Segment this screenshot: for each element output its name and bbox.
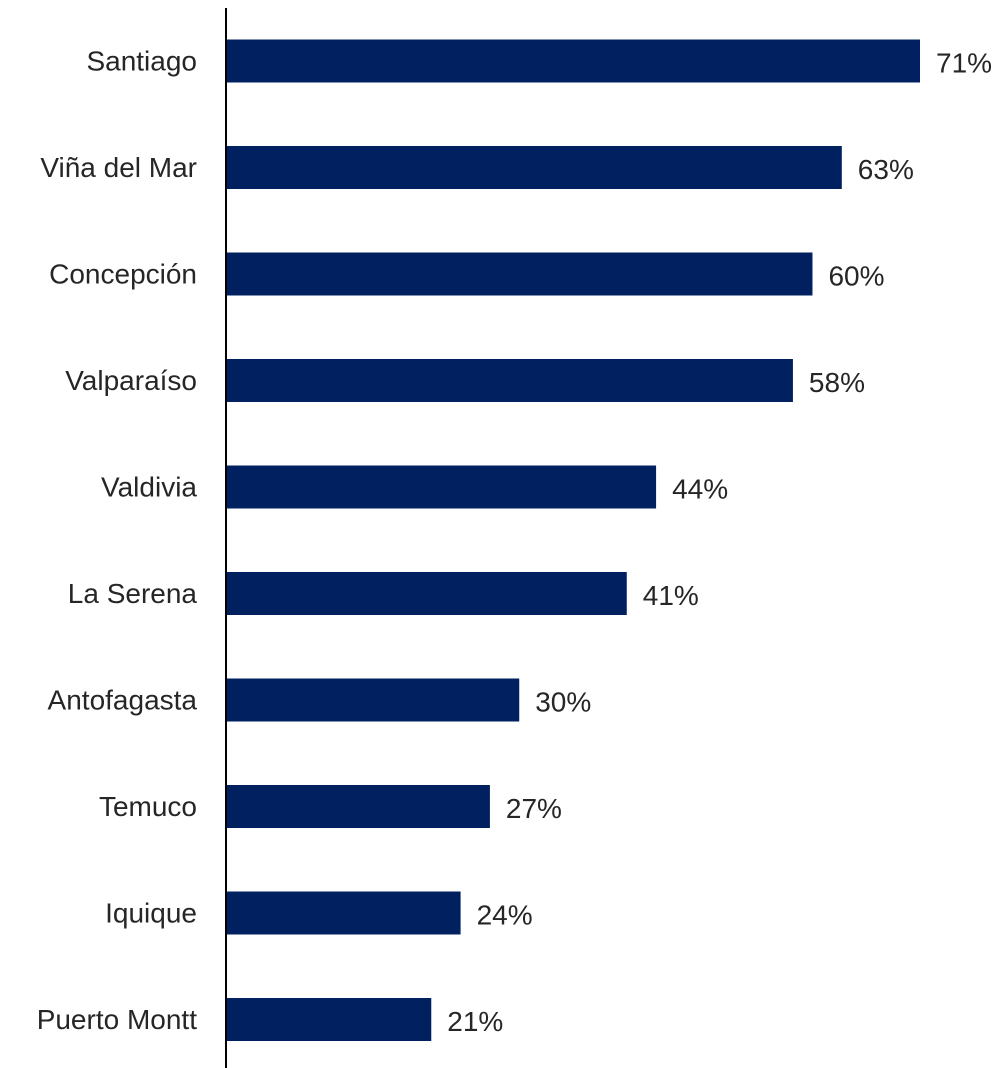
bar-2 (226, 252, 813, 296)
bar-5 (226, 572, 627, 615)
category-label-3: Valparaíso (65, 365, 197, 396)
bar-3 (226, 359, 793, 402)
bar-1 (226, 146, 842, 189)
category-label-4: Valdivia (101, 472, 197, 503)
category-label-8: Iquique (105, 898, 197, 929)
bar-8 (226, 891, 461, 935)
value-label-6: 30% (535, 687, 591, 718)
category-label-2: Concepción (49, 259, 197, 290)
value-label-2: 60% (828, 261, 884, 292)
category-label-7: Temuco (99, 791, 197, 822)
value-label-4: 44% (672, 474, 728, 505)
value-label-7: 27% (506, 793, 562, 824)
category-label-1: Viña del Mar (40, 152, 197, 183)
value-label-3: 58% (809, 367, 865, 398)
bar-9 (226, 998, 432, 1041)
category-label-6: Antofagasta (48, 685, 198, 716)
value-label-1: 63% (858, 154, 914, 185)
category-label-9: Puerto Montt (37, 1004, 198, 1035)
value-label-0: 71% (936, 48, 992, 79)
bar-4 (226, 465, 657, 509)
category-label-0: Santiago (86, 46, 197, 77)
bar-7 (226, 785, 490, 828)
value-label-5: 41% (643, 580, 699, 611)
bar-0 (226, 39, 920, 83)
category-label-5: La Serena (68, 578, 198, 609)
value-label-9: 21% (447, 1006, 503, 1037)
value-label-8: 24% (477, 900, 533, 931)
bar-6 (226, 678, 520, 722)
